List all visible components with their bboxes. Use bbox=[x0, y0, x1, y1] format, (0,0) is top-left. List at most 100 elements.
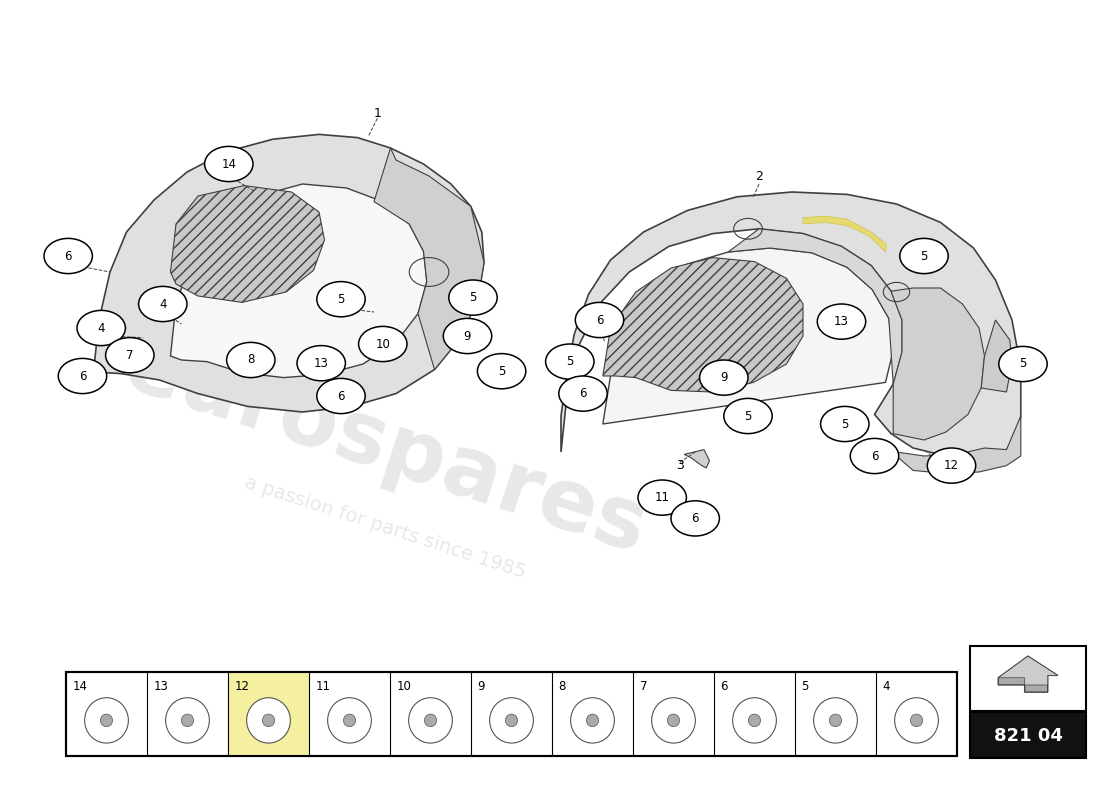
Text: a passion for parts since 1985: a passion for parts since 1985 bbox=[242, 474, 528, 582]
Circle shape bbox=[205, 146, 253, 182]
Text: 6: 6 bbox=[65, 250, 72, 262]
Text: 4: 4 bbox=[160, 298, 166, 310]
Text: 6: 6 bbox=[580, 387, 586, 400]
Ellipse shape bbox=[748, 714, 760, 726]
Text: 7: 7 bbox=[126, 349, 133, 362]
Text: 14: 14 bbox=[221, 158, 236, 170]
Circle shape bbox=[671, 501, 719, 536]
Polygon shape bbox=[891, 416, 1021, 474]
Text: 6: 6 bbox=[720, 680, 728, 693]
Circle shape bbox=[817, 304, 866, 339]
Circle shape bbox=[139, 286, 187, 322]
Circle shape bbox=[106, 338, 154, 373]
Circle shape bbox=[477, 354, 526, 389]
Polygon shape bbox=[374, 148, 484, 370]
Circle shape bbox=[821, 406, 869, 442]
Text: 3: 3 bbox=[675, 459, 684, 472]
Ellipse shape bbox=[263, 714, 275, 726]
Ellipse shape bbox=[246, 698, 290, 743]
Ellipse shape bbox=[733, 698, 777, 743]
Polygon shape bbox=[603, 258, 803, 392]
Ellipse shape bbox=[571, 698, 615, 743]
Ellipse shape bbox=[425, 714, 437, 726]
Circle shape bbox=[359, 326, 407, 362]
Text: 5: 5 bbox=[842, 418, 848, 430]
Circle shape bbox=[999, 346, 1047, 382]
Polygon shape bbox=[561, 192, 1021, 456]
Circle shape bbox=[700, 360, 748, 395]
Polygon shape bbox=[684, 450, 710, 468]
Text: 5: 5 bbox=[338, 293, 344, 306]
Ellipse shape bbox=[586, 714, 598, 726]
Polygon shape bbox=[981, 320, 1012, 392]
Circle shape bbox=[449, 280, 497, 315]
Text: 4: 4 bbox=[882, 680, 890, 693]
Text: 5: 5 bbox=[1020, 358, 1026, 370]
Ellipse shape bbox=[328, 698, 372, 743]
Text: 6: 6 bbox=[79, 370, 86, 382]
Polygon shape bbox=[94, 134, 484, 412]
Circle shape bbox=[850, 438, 899, 474]
FancyBboxPatch shape bbox=[228, 672, 309, 756]
Circle shape bbox=[546, 344, 594, 379]
Text: 6: 6 bbox=[871, 450, 878, 462]
Text: 2: 2 bbox=[755, 170, 763, 182]
Text: 5: 5 bbox=[566, 355, 573, 368]
Ellipse shape bbox=[651, 698, 695, 743]
Text: 5: 5 bbox=[470, 291, 476, 304]
Circle shape bbox=[724, 398, 772, 434]
Ellipse shape bbox=[85, 698, 129, 743]
Text: 5: 5 bbox=[921, 250, 927, 262]
Polygon shape bbox=[803, 216, 887, 252]
Circle shape bbox=[575, 302, 624, 338]
Polygon shape bbox=[728, 229, 902, 384]
Text: 5: 5 bbox=[745, 410, 751, 422]
Text: 6: 6 bbox=[596, 314, 603, 326]
Circle shape bbox=[317, 282, 365, 317]
FancyBboxPatch shape bbox=[970, 713, 1086, 758]
Circle shape bbox=[44, 238, 92, 274]
Text: 4: 4 bbox=[98, 322, 104, 334]
Ellipse shape bbox=[100, 714, 112, 726]
Ellipse shape bbox=[182, 714, 194, 726]
Text: 13: 13 bbox=[154, 680, 168, 693]
Text: 9: 9 bbox=[720, 371, 727, 384]
Text: 7: 7 bbox=[639, 680, 647, 693]
Polygon shape bbox=[603, 248, 893, 424]
Circle shape bbox=[443, 318, 492, 354]
Text: 10: 10 bbox=[375, 338, 390, 350]
Text: 13: 13 bbox=[834, 315, 849, 328]
Polygon shape bbox=[999, 656, 1058, 692]
Text: 13: 13 bbox=[314, 357, 329, 370]
Text: 1: 1 bbox=[373, 107, 382, 120]
Ellipse shape bbox=[668, 714, 680, 726]
FancyBboxPatch shape bbox=[970, 646, 1086, 711]
Text: 6: 6 bbox=[692, 512, 698, 525]
Text: 14: 14 bbox=[73, 680, 88, 693]
Polygon shape bbox=[170, 186, 324, 302]
Ellipse shape bbox=[343, 714, 355, 726]
Ellipse shape bbox=[166, 698, 209, 743]
Text: 12: 12 bbox=[234, 680, 250, 693]
Circle shape bbox=[317, 378, 365, 414]
Text: 8: 8 bbox=[559, 680, 566, 693]
Text: 821 04: 821 04 bbox=[993, 727, 1063, 745]
Text: 6: 6 bbox=[338, 390, 344, 402]
Text: eurospares: eurospares bbox=[113, 324, 657, 572]
Text: 9: 9 bbox=[464, 330, 471, 342]
Text: 11: 11 bbox=[316, 680, 331, 693]
Ellipse shape bbox=[894, 698, 938, 743]
Circle shape bbox=[638, 480, 686, 515]
Text: 5: 5 bbox=[802, 680, 808, 693]
Polygon shape bbox=[999, 656, 1058, 685]
Ellipse shape bbox=[490, 698, 534, 743]
Circle shape bbox=[297, 346, 345, 381]
Ellipse shape bbox=[408, 698, 452, 743]
Text: 11: 11 bbox=[654, 491, 670, 504]
Ellipse shape bbox=[814, 698, 857, 743]
Circle shape bbox=[559, 376, 607, 411]
Ellipse shape bbox=[505, 714, 518, 726]
Text: 9: 9 bbox=[477, 680, 485, 693]
Circle shape bbox=[58, 358, 107, 394]
Circle shape bbox=[900, 238, 948, 274]
